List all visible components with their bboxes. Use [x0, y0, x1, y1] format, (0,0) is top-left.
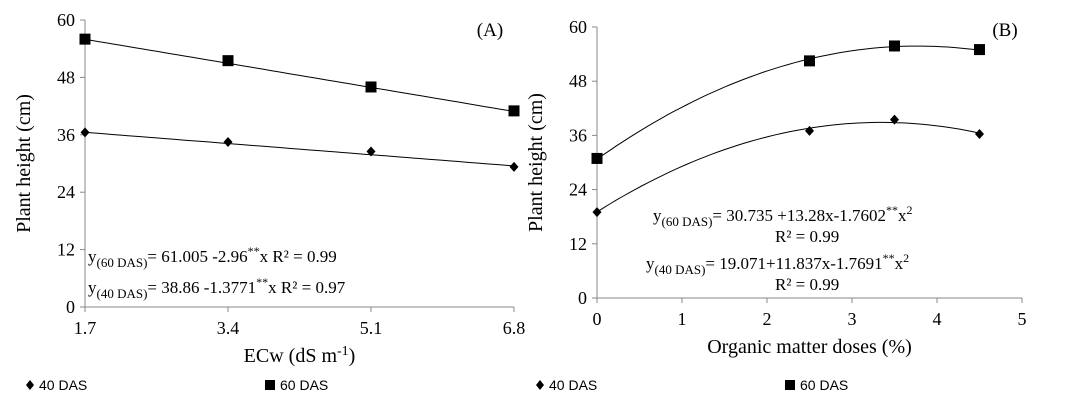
data-point-40-das — [223, 136, 233, 147]
x-tick-label: 1 — [678, 309, 687, 329]
data-point-40-das — [805, 125, 814, 136]
trendline-60-das — [596, 45, 980, 160]
legend-label-60-das: 60 DAS — [280, 377, 328, 393]
eq-tail: x R² = 0.99 — [260, 247, 337, 266]
x-tick-label: 6.8 — [503, 318, 526, 338]
trendline-40-das — [84, 131, 515, 167]
y-tick-label: 60 — [57, 10, 75, 30]
y-axis-title: Plant height (cm) — [13, 94, 35, 233]
data-point-40-das — [509, 161, 519, 172]
legend-marker-60-das — [265, 380, 275, 390]
x-tick-label: 3.4 — [217, 318, 240, 338]
data-point-40-das — [890, 114, 899, 125]
data-point-60-das — [79, 33, 91, 45]
y-tick-label: 48 — [57, 67, 75, 87]
data-point-60-das — [508, 105, 520, 117]
eq-y: y — [646, 254, 655, 273]
data-point-40-das — [975, 129, 984, 140]
eq-y: y — [653, 206, 662, 225]
regression-equation: y(60 DAS)= 30.735 +13.28x-1.7602**x2 — [653, 203, 913, 229]
y-tick-label: 12 — [569, 234, 587, 254]
trendline-60-das — [84, 38, 515, 112]
eq-body: = 61.005 -2.96 — [147, 247, 247, 266]
data-point-60-das — [591, 152, 603, 164]
panel-tag: (A) — [477, 20, 503, 41]
regression-r2: R² = 0.99 — [775, 275, 839, 294]
legend-marker-40-das — [26, 380, 34, 390]
x-tick-label: 3 — [848, 309, 857, 329]
panel-a: 0 12 24 36 48 60 1.7 3.4 5.1 6.8 Plant height (cm)… — [13, 10, 525, 393]
y-tick-label: 36 — [569, 125, 587, 145]
y-tick-label: 24 — [57, 182, 75, 202]
eq-subscript: (60 DAS) — [662, 214, 713, 229]
eq-y: y — [88, 278, 97, 297]
x-axis-title-base: ECw (dS m — [244, 345, 338, 367]
data-point-60-das — [974, 44, 985, 56]
y-tick-label: 60 — [569, 17, 587, 37]
x-axis-title: ECw (dS m-1) — [244, 344, 356, 367]
y-tick-label: 36 — [57, 125, 75, 145]
regression-equation: y(60 DAS)= 61.005 -2.96**x R² = 0.99 — [88, 244, 337, 270]
legend-label-40-das: 40 DAS — [39, 377, 87, 393]
data-point-60-das — [222, 55, 234, 67]
x-tick-label: 4 — [933, 309, 942, 329]
trendline-40-das — [596, 121, 980, 213]
y-tick-label: 0 — [66, 297, 75, 317]
x-tick-label: 5 — [1018, 309, 1027, 329]
y-tick-label: 24 — [569, 180, 587, 200]
panel-tag: (B) — [992, 20, 1017, 41]
eq-significance: ** — [248, 244, 260, 258]
y-tick-label: 12 — [57, 240, 75, 260]
eq-tail: x — [895, 254, 904, 273]
eq-subscript: (60 DAS) — [97, 255, 148, 270]
data-point-60-das — [365, 81, 377, 93]
eq-exponent: 2 — [907, 203, 913, 217]
eq-body: = 30.735 +13.28x-1.7602 — [712, 206, 886, 225]
y-tick-label: 48 — [569, 71, 587, 91]
x-axis-title-close: ) — [349, 345, 356, 367]
eq-tail: x R² = 0.97 — [268, 278, 346, 297]
eq-body: = 19.071+11.837x-1.7691 — [705, 254, 882, 273]
regression-equation: y(40 DAS)= 38.86 -1.3771**x R² = 0.97 — [88, 275, 346, 301]
data-point-60-das — [889, 40, 900, 52]
data-point-40-das — [592, 207, 602, 218]
eq-significance: ** — [256, 275, 268, 289]
eq-significance: ** — [886, 203, 898, 217]
x-tick-label: 2 — [763, 309, 772, 329]
x-axis-title: Organic matter doses (%) — [707, 336, 912, 358]
x-tick-label: 5.1 — [360, 318, 383, 338]
data-point-40-das — [366, 146, 376, 157]
x-axis-title-superscript: -1 — [337, 344, 349, 359]
data-point-60-das — [804, 55, 815, 67]
legend-label-40-das: 40 DAS — [549, 377, 597, 393]
eq-subscript: (40 DAS) — [97, 286, 148, 301]
x-tick-label: 1.7 — [74, 318, 97, 338]
regression-r2: R² = 0.99 — [775, 227, 839, 246]
regression-equation: y(40 DAS)= 19.071+11.837x-1.7691**x2 — [646, 251, 909, 277]
eq-exponent: 2 — [903, 251, 909, 265]
x-tick-label: 0 — [593, 309, 602, 329]
eq-tail: x — [898, 206, 907, 225]
eq-subscript: (40 DAS) — [655, 262, 706, 277]
eq-y: y — [88, 247, 97, 266]
legend-label-60-das: 60 DAS — [800, 377, 848, 393]
legend-marker-60-das — [785, 380, 795, 390]
y-axis-title: Plant height (cm) — [525, 93, 547, 232]
eq-significance: ** — [883, 251, 895, 265]
eq-body: = 38.86 -1.3771 — [147, 278, 256, 297]
data-point-40-das — [80, 127, 90, 138]
y-tick-label: 0 — [578, 288, 587, 308]
legend-marker-40-das — [536, 380, 544, 390]
